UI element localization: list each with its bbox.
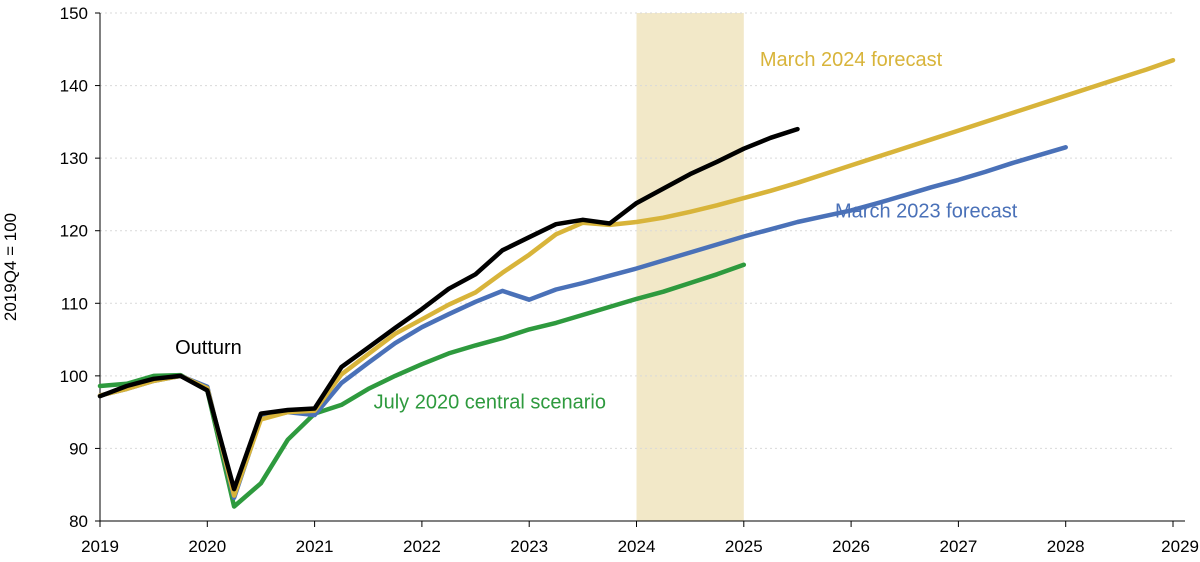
- y-axis-label: 2019Q4 = 100: [1, 213, 20, 321]
- series-annotations: Outturn July 2020 central scenario March 2…: [175, 49, 1018, 414]
- series-label-july-2020-central-scenario: July 2020 central scenario: [374, 392, 606, 414]
- series-label-march-2024-forecast: March 2024 forecast: [760, 49, 943, 71]
- axes: 80 90 100 110 120 130 140 150 2019 2020 2021 2022 20…: [60, 4, 1199, 556]
- x-tick-label-2022: 2022: [403, 537, 441, 556]
- x-tick-label-2027: 2027: [939, 537, 977, 556]
- y-tick-label-100: 100: [60, 367, 88, 386]
- x-tick-label-2028: 2028: [1047, 537, 1085, 556]
- x-tick-label-2021: 2021: [296, 537, 334, 556]
- gridlines: [100, 12, 1173, 449]
- x-tick-label-2019: 2019: [81, 537, 119, 556]
- x-tick-label-2023: 2023: [510, 537, 548, 556]
- x-tick-label-2026: 2026: [832, 537, 870, 556]
- x-tick-label-2029: 2029: [1161, 537, 1199, 556]
- y-tick-label-150: 150: [60, 4, 88, 23]
- y-tick-label-110: 110: [61, 294, 88, 313]
- y-tick-label-120: 120: [60, 222, 88, 241]
- y-tick-label-90: 90: [69, 439, 88, 458]
- series-label-march-2023-forecast: March 2023 forecast: [835, 201, 1018, 223]
- series-line-outturn: [97, 126, 800, 492]
- x-tick-label-2024: 2024: [618, 537, 656, 556]
- series-line-march-2024-forecast: [97, 57, 1176, 498]
- shaded-region-layer: [636, 13, 744, 521]
- x-tick-label-2020: 2020: [188, 537, 226, 556]
- y-tick-label-140: 140: [60, 77, 88, 96]
- series-lines: [97, 57, 1176, 509]
- x-tick-label-2025: 2025: [725, 537, 763, 556]
- series-label-outturn: Outturn: [175, 337, 242, 359]
- y-tick-label-130: 130: [60, 149, 88, 168]
- forecast-period-shading: [636, 13, 744, 521]
- y-tick-label-80: 80: [69, 512, 88, 531]
